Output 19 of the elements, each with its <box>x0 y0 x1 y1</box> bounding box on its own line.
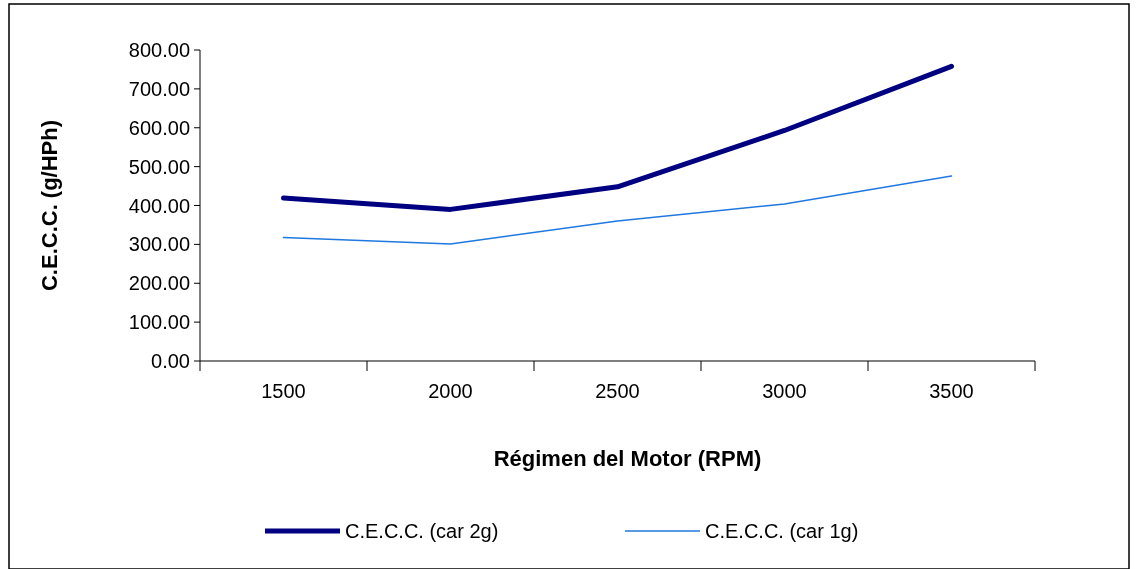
y-tick-label: 400.00 <box>128 194 190 217</box>
y-tick-label: 600.00 <box>128 116 190 139</box>
y-tick-label: 0.00 <box>151 350 190 372</box>
y-tick-label: 500.00 <box>128 155 190 178</box>
legend-label: C.E.C.C. (car 1g) <box>705 520 859 542</box>
y-tick-label: 800.00 <box>128 39 190 61</box>
y-tick-label: 200.00 <box>128 272 190 295</box>
y-axis-title: C.E.C.C. (g/HPh) <box>37 119 62 292</box>
y-tick-label: 300.00 <box>128 233 190 256</box>
x-tick-label: 3500 <box>929 380 974 402</box>
x-tick-label: 3000 <box>762 380 807 402</box>
x-axis-title: Régimen del Motor (RPM) <box>493 446 762 471</box>
x-tick-label: 1500 <box>261 380 306 402</box>
legend-label: C.E.C.C. (car 2g) <box>345 520 499 542</box>
y-tick-label: 700.00 <box>128 77 190 100</box>
y-tick-label: 100.00 <box>128 311 190 334</box>
x-tick-label: 2000 <box>428 380 473 402</box>
line-series <box>282 175 953 245</box>
x-tick-label: 2500 <box>595 380 640 402</box>
